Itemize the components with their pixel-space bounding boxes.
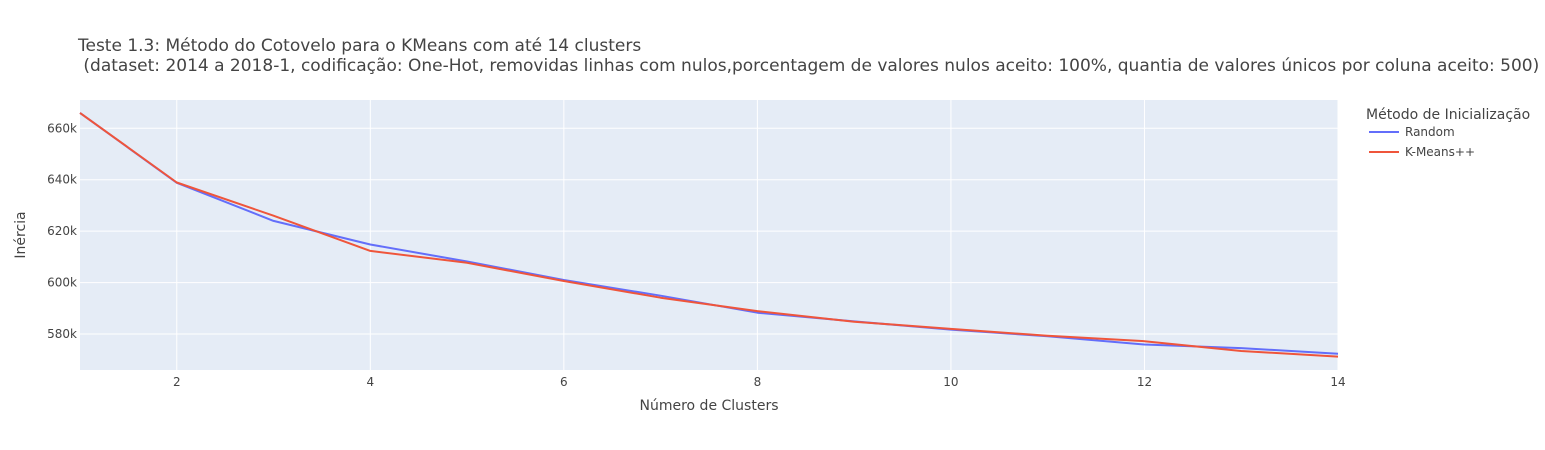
- series-group: [79, 112, 1339, 358]
- chart-title: Teste 1.3: Método do Cotovelo para o KMe…: [77, 36, 641, 56]
- x-axis-ticks: 2 4 6 8 10 12 14: [173, 375, 1346, 389]
- legend-label-random: Random: [1405, 125, 1455, 139]
- legend-items: Random K-Means++: [1369, 125, 1475, 159]
- x-tick-label: 14: [1330, 375, 1345, 389]
- y-tick-label: 660k: [47, 121, 77, 135]
- y-tick-label: 580k: [47, 327, 77, 341]
- y-tick-label: 600k: [47, 276, 77, 290]
- chart-subtitle: (dataset: 2014 a 2018-1, codificação: On…: [78, 56, 1539, 76]
- x-axis-title: Número de Clusters: [640, 398, 779, 414]
- legend: Método de Inicialização Random K-Means++: [1366, 107, 1530, 159]
- x-tick-label: 8: [754, 375, 762, 389]
- y-tick-label: 620k: [47, 224, 77, 238]
- y-tick-label: 640k: [47, 173, 77, 187]
- x-tick-label: 6: [560, 375, 568, 389]
- x-tick-label: 4: [366, 375, 374, 389]
- x-tick-label: 12: [1137, 375, 1152, 389]
- x-tick-label: 10: [943, 375, 958, 389]
- plot-area: [80, 100, 1338, 370]
- legend-label-k-means-: K-Means++: [1405, 145, 1475, 159]
- legend-title: Método de Inicialização: [1366, 107, 1530, 123]
- y-axis-ticks: 580k 600k 620k 640k 660k: [47, 121, 77, 341]
- x-tick-label: 2: [173, 375, 181, 389]
- y-axis-title: Inércia: [13, 211, 29, 258]
- series-line-k-means-: [79, 112, 1339, 358]
- grid: [80, 100, 1339, 370]
